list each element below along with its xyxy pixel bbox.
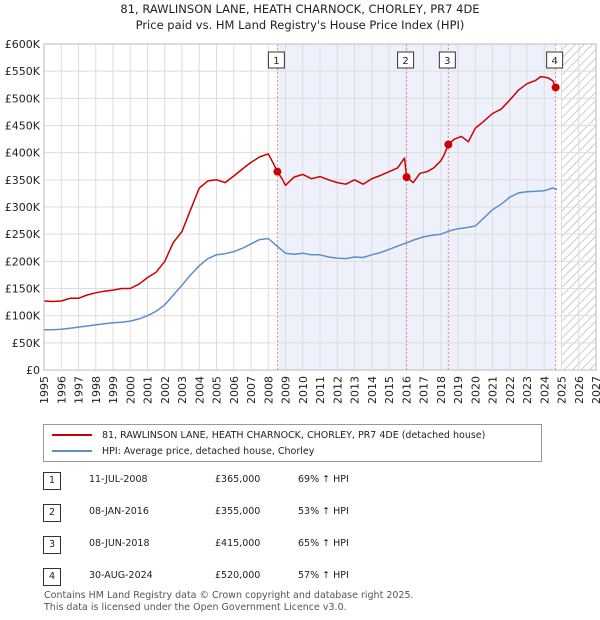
x-tick-label: 2012 [331, 376, 344, 404]
legend-swatch-property [52, 434, 92, 436]
sale-price: £520,000 [215, 570, 261, 581]
sale-label-number: 2 [402, 56, 408, 67]
y-tick-label: £600K [5, 38, 41, 51]
x-tick-label: 2009 [280, 376, 293, 404]
x-tick-label: 2016 [400, 376, 413, 404]
sale-hpi-percent: 53% ↑ HPI [298, 506, 349, 517]
y-tick-label: £550K [5, 65, 41, 78]
y-tick-label: £150K [5, 283, 41, 296]
x-tick-label: 2017 [418, 376, 431, 404]
sale-label-box [438, 51, 456, 69]
sale-number-badge: 2 [43, 504, 61, 522]
x-tick-label: 2006 [228, 376, 241, 404]
x-tick-label: 1997 [73, 376, 86, 404]
x-tick-label: 2014 [366, 376, 379, 404]
x-tick-label: 1999 [107, 376, 120, 404]
x-tick-label: 1998 [90, 376, 103, 404]
x-tick-label: 2025 [556, 376, 569, 404]
x-tick-label: 2002 [159, 376, 172, 404]
x-tick-label: 2011 [314, 376, 327, 404]
property-series-line [43, 75, 558, 303]
legend-label-hpi: HPI: Average price, detached house, Chor… [102, 445, 315, 457]
legend-label-property: 81, RAWLINSON LANE, HEATH CHARNOCK, CHOR… [102, 429, 486, 441]
sale-date: 08-JAN-2016 [89, 506, 149, 517]
x-tick-label: 2022 [504, 376, 517, 404]
x-tick-label: 2003 [176, 376, 189, 404]
sales-row: 4 30-AUG-2024 £520,000 57% ↑ HPI [43, 568, 543, 586]
sale-label-number: 1 [273, 56, 279, 67]
x-tick-label: 2015 [383, 376, 396, 404]
x-tick-label: 1996 [55, 376, 68, 404]
y-tick-label: £200K [5, 255, 41, 268]
x-tick-label: 2023 [521, 376, 534, 404]
y-tick-label: £300K [5, 201, 41, 214]
y-tick-label: £450K [5, 120, 41, 133]
price-chart: 1 2 3 4 £0 £50K £100K £150K £200K £250K £300K £350… [5, 38, 600, 404]
sale-number-badge: 4 [43, 568, 61, 586]
plot-frame [43, 43, 597, 371]
sale-point [551, 83, 560, 92]
sale-number-badge: 1 [43, 472, 61, 490]
sales-row: 2 08-JAN-2016 £355,000 53% ↑ HPI [43, 504, 543, 522]
y-tick-label: £250K [5, 228, 41, 241]
x-tick-label: 2010 [297, 376, 310, 404]
x-tick-label: 2027 [590, 376, 600, 404]
x-tick-label: 2020 [469, 376, 482, 404]
x-tick-label: 2026 [573, 376, 586, 404]
sale-hpi-percent: 65% ↑ HPI [298, 538, 349, 549]
y-tick-label: £400K [5, 147, 41, 160]
x-tick-label: 2001 [142, 376, 155, 404]
y-tick-label: £100K [5, 310, 41, 323]
footer-copyright: Contains HM Land Registry data © Crown c… [44, 590, 414, 601]
chart-title: 81, RAWLINSON LANE, HEATH CHARNOCK, CHOR… [120, 2, 480, 16]
sale-label-box [397, 51, 415, 69]
x-tick-label: 2024 [538, 376, 551, 404]
sale-label-number: 3 [444, 56, 450, 67]
sale-point [273, 167, 282, 176]
sales-row: 3 08-JUN-2018 £415,000 65% ↑ HPI [43, 536, 543, 554]
sale-date: 11-JUL-2008 [89, 474, 148, 485]
x-tick-label: 2004 [193, 376, 206, 404]
sale-date: 08-JUN-2018 [89, 538, 150, 549]
y-tick-label: £50K [12, 337, 41, 350]
sale-hpi-percent: 69% ↑ HPI [298, 474, 349, 485]
sale-label-box [546, 51, 564, 69]
chart-legend: 81, RAWLINSON LANE, HEATH CHARNOCK, CHOR… [43, 424, 542, 462]
legend-item-hpi: HPI: Average price, detached house, Chor… [52, 443, 314, 459]
x-tick-label: 2007 [245, 376, 258, 404]
sale-price: £415,000 [215, 538, 261, 549]
sale-date: 30-AUG-2024 [89, 570, 153, 581]
sale-price: £355,000 [215, 506, 261, 517]
y-tick-label: £0 [26, 364, 40, 377]
sale-number-badge: 3 [43, 536, 61, 554]
sale-point [402, 173, 411, 182]
hpi-series-line [44, 187, 558, 331]
x-tick-label: 2019 [452, 376, 465, 404]
sale-point [444, 140, 453, 149]
x-tick-label: 2008 [262, 376, 275, 404]
sales-row: 1 11-JUL-2008 £365,000 69% ↑ HPI [43, 472, 543, 490]
sale-hpi-percent: 57% ↑ HPI [298, 570, 349, 581]
footer-licence: This data is licensed under the Open Gov… [44, 602, 347, 613]
x-tick-label: 2005 [211, 376, 224, 404]
y-tick-label: £500K [5, 92, 41, 105]
legend-swatch-hpi [52, 450, 92, 452]
y-tick-label: £350K [5, 174, 41, 187]
legend-item-property: 81, RAWLINSON LANE, HEATH CHARNOCK, CHOR… [52, 427, 485, 443]
x-tick-label: 1995 [38, 376, 51, 404]
x-tick-label: 2000 [124, 376, 137, 404]
sale-label-number: 4 [551, 56, 557, 67]
sale-price: £365,000 [215, 474, 261, 485]
sale-label-box [267, 51, 285, 69]
x-tick-label: 2013 [349, 376, 362, 404]
x-tick-label: 2021 [487, 376, 500, 404]
x-tick-label: 2018 [435, 376, 448, 404]
chart-subtitle: Price paid vs. HM Land Registry's House … [135, 18, 465, 32]
